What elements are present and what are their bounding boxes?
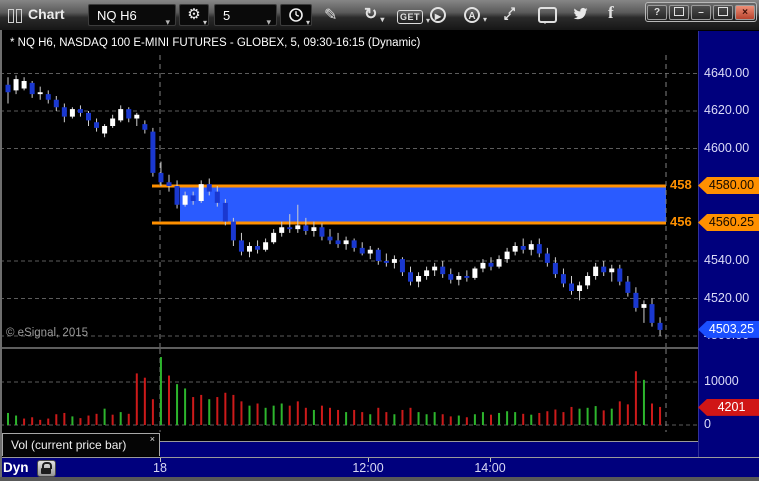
facebook-icon: f — [608, 3, 614, 22]
a-circle-icon: A — [464, 7, 480, 23]
refresh-icon: ↻ — [364, 6, 378, 23]
gear-icon: ⚙ — [187, 6, 201, 23]
last-price-badge: 4503.25 — [698, 320, 759, 338]
price-tick-label: 4520.00 — [704, 290, 750, 305]
minimize-icon: – — [698, 6, 704, 18]
price-tick-label: 4600.00 — [704, 140, 750, 155]
pencil-icon: ✎ — [324, 7, 338, 24]
arrow-down-left-icon: ↙ — [503, 11, 513, 23]
indicator-tab-row: Vol (current price bar) × — [0, 432, 698, 458]
twitter-icon — [573, 7, 588, 20]
pane-splitter[interactable] — [0, 347, 698, 349]
minimize-button[interactable]: – — [691, 4, 711, 20]
window-controls: ? – × — [645, 2, 757, 22]
zone-price-label-lower: 456 — [670, 214, 692, 230]
tab-row-filler — [160, 441, 698, 458]
time-axis-tick — [490, 458, 491, 462]
last-volume-badge: 4201 — [698, 398, 759, 416]
close-icon: × — [742, 6, 748, 18]
alerts-button[interactable]: A ▾ — [464, 6, 487, 24]
help-button[interactable]: ? — [647, 4, 667, 20]
chevron-down-icon: ▾ — [426, 16, 431, 25]
tab-close-icon[interactable]: × — [149, 434, 155, 444]
price-tick-label: 4620.00 — [704, 103, 750, 117]
dock-button[interactable] — [669, 4, 689, 20]
title-bar: Chart NQ H6 ▾ ⚙ ▾ 5 ▾ ▾ ✎ ↻ ▾ GET ▾ ▶ A ▾ ↗ — [0, 0, 759, 31]
zone-price-badge: 4560.25 — [698, 214, 759, 232]
chat-bubble-icon — [538, 7, 557, 24]
clock-icon — [289, 8, 303, 22]
play-icon: ▶ — [430, 7, 446, 23]
maximize-button[interactable] — [713, 4, 733, 20]
dyn-mode-button[interactable]: Dyn — [3, 460, 29, 475]
price-tick-label: 4640.00 — [704, 65, 750, 80]
zone-price-badge: 4580.00 — [698, 177, 759, 194]
chart-panes-icon — [8, 9, 24, 23]
maximize-icon — [718, 6, 728, 16]
chevron-down-icon[interactable]: ▾ — [165, 17, 170, 27]
dock-icon — [674, 6, 684, 16]
price-tick-label: 4540.00 — [704, 253, 750, 267]
time-template-button[interactable]: ▾ — [280, 4, 312, 27]
twitter-share-button[interactable] — [572, 6, 589, 26]
lock-icon[interactable] — [37, 460, 56, 477]
symbol-value: NQ H6 — [97, 8, 137, 23]
vol-tab-label: Vol (current price bar) — [11, 438, 127, 452]
arrow-up-right-icon: ↗ — [507, 5, 517, 17]
close-button[interactable]: × — [735, 4, 755, 20]
volume-chart-svg — [0, 349, 698, 432]
get-icon: GET — [397, 10, 424, 24]
reload-button[interactable]: ↻ ▾ — [364, 4, 384, 24]
time-axis-label: 18 — [153, 461, 167, 475]
facebook-share-button[interactable]: f — [608, 3, 614, 23]
interval-input[interactable]: 5 ▾ — [214, 4, 277, 27]
window-frame-left — [0, 30, 2, 481]
copyright-text: © eSignal, 2015 — [6, 327, 89, 339]
volume-pane[interactable] — [0, 349, 698, 432]
price-chart-svg — [0, 55, 698, 349]
volume-tick-label: 10000 — [704, 374, 739, 388]
chevron-down-icon: ▾ — [305, 18, 310, 27]
interval-value: 5 — [223, 8, 231, 23]
symbol-settings-button[interactable]: ⚙ ▾ — [179, 4, 209, 27]
time-axis-label: 14:00 — [474, 461, 506, 475]
get-data-button[interactable]: GET ▾ — [397, 7, 430, 25]
time-axis-tick — [160, 458, 161, 462]
window-frame-bottom — [0, 477, 759, 481]
share-trade-button[interactable]: ↗ ↙ — [503, 5, 519, 23]
draw-pencil-button[interactable]: ✎ — [324, 5, 337, 25]
symbol-input[interactable]: NQ H6 ▾ — [88, 4, 176, 27]
tab-vol-indicator[interactable]: Vol (current price bar) × — [2, 433, 160, 456]
time-axis-bar[interactable]: Dyn 18 12:00 14:00 — [0, 457, 759, 478]
chevron-down-icon: ▾ — [202, 18, 207, 27]
window-title: Chart — [28, 6, 65, 22]
chevron-down-icon: ▾ — [482, 15, 487, 24]
chart-description: * NQ H6, NASDAQ 100 E-MINI FUTURES - GLO… — [2, 31, 706, 55]
zone-price-label-upper: 458 — [670, 177, 692, 192]
time-axis-tick — [368, 458, 369, 462]
playback-button[interactable]: ▶ — [430, 6, 446, 24]
chevron-down-icon: ▾ — [380, 15, 385, 24]
volume-tick-label: 0 — [704, 417, 711, 431]
chevron-down-icon[interactable]: ▾ — [266, 17, 271, 27]
chat-button[interactable] — [538, 7, 557, 28]
time-axis-label: 12:00 — [352, 461, 384, 475]
price-pane[interactable] — [0, 55, 698, 349]
